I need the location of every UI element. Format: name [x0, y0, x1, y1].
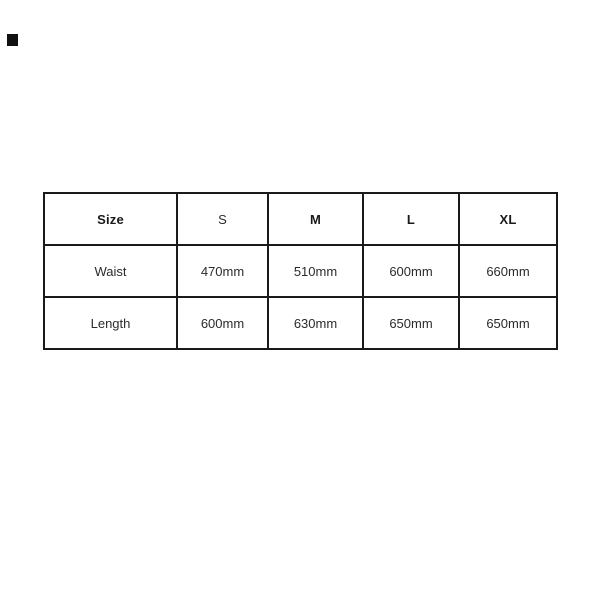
length-l-value: 650mm: [362, 296, 460, 350]
column-header-xl: XL: [458, 192, 558, 246]
waist-m-value: 510mm: [267, 244, 364, 298]
size-chart-table: Size S M L XL Waist 470mm 510mm 600mm 66…: [43, 192, 558, 350]
size-chart-header: Size S M L XL: [43, 192, 558, 246]
column-header-size: Size: [43, 192, 178, 246]
waist-xl-value: 660mm: [458, 244, 558, 298]
waist-l-value: 600mm: [362, 244, 460, 298]
length-s-value: 600mm: [176, 296, 269, 350]
header-row: Size S M L XL: [43, 192, 558, 246]
column-header-m: M: [267, 192, 364, 246]
length-m-value: 630mm: [267, 296, 364, 350]
table-row-length: Length 600mm 630mm 650mm 650mm: [43, 296, 558, 350]
column-header-s: S: [176, 192, 269, 246]
table-row-waist: Waist 470mm 510mm 600mm 660mm: [43, 244, 558, 298]
row-label-waist: Waist: [43, 244, 178, 298]
column-header-l: L: [362, 192, 460, 246]
length-xl-value: 650mm: [458, 296, 558, 350]
black-square-marker: [7, 34, 18, 46]
size-chart-body: Waist 470mm 510mm 600mm 660mm Length 600…: [43, 244, 558, 350]
waist-s-value: 470mm: [176, 244, 269, 298]
row-label-length: Length: [43, 296, 178, 350]
